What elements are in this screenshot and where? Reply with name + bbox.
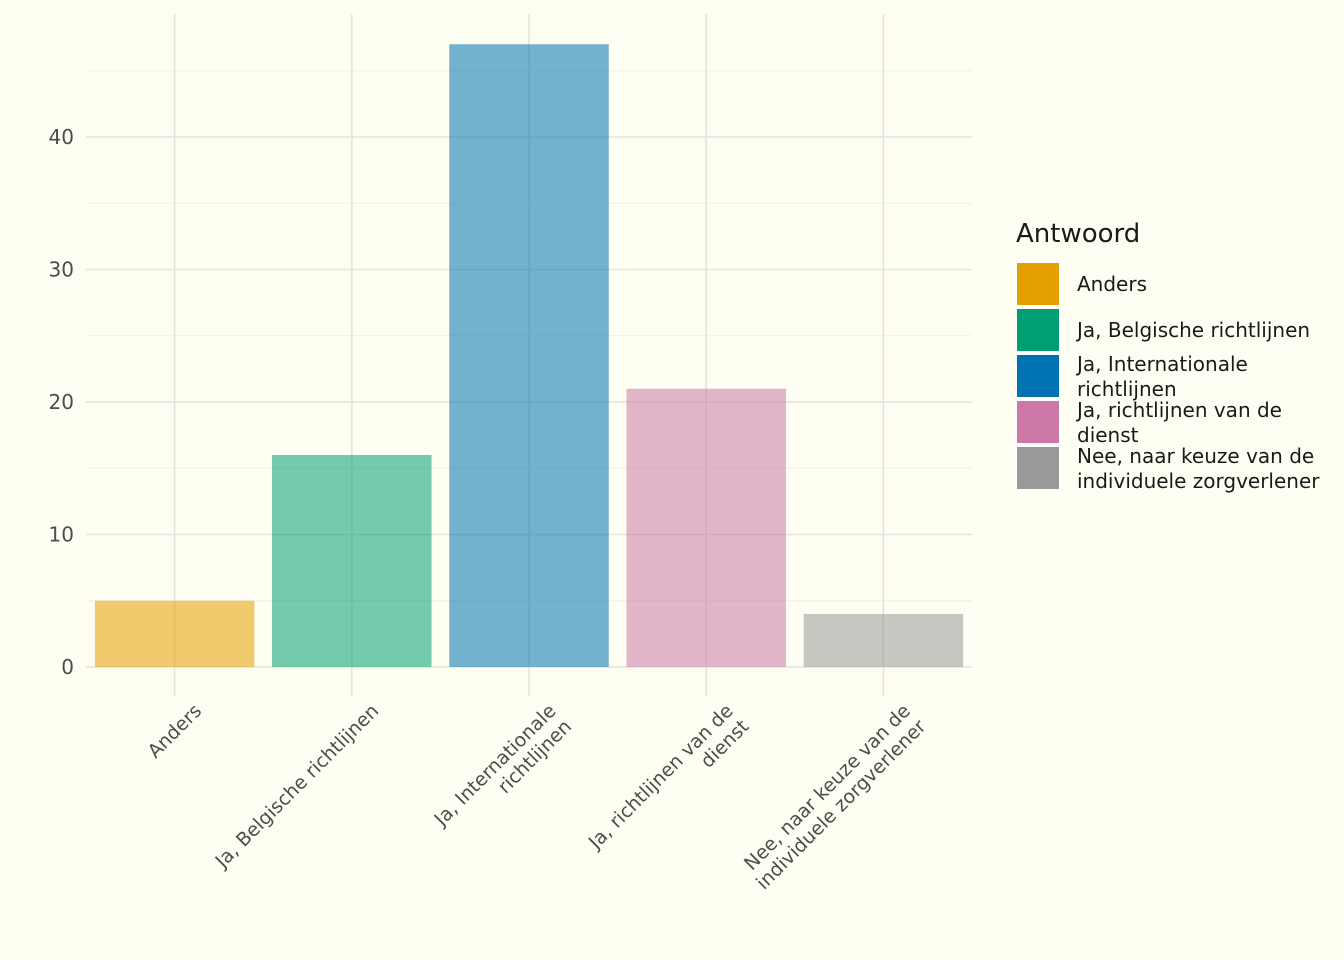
y-tick-label: 30	[49, 258, 74, 282]
y-tick-label: 40	[49, 125, 74, 149]
x-tick-label: Ja, Internationalerichtlijnen	[430, 700, 577, 847]
legend-label: Ja, Internationale richtlijnen	[1075, 352, 1248, 401]
legend-swatch	[1015, 399, 1061, 445]
legend-swatch	[1015, 261, 1061, 307]
bar	[449, 44, 609, 667]
legend-label: Ja, richtlijnen van de dienst	[1075, 398, 1282, 447]
bar	[803, 614, 964, 667]
x-tick-label: Anders	[144, 700, 207, 763]
bar	[626, 388, 786, 667]
x-axis-ticks: Anders Ja, Belgische richtlijnen Ja, Inter…	[144, 700, 931, 894]
y-axis-ticks: 0 10 20 30 40	[49, 125, 74, 679]
x-tick-label: Ja, Belgische richtlijnen	[210, 700, 383, 873]
legend-swatch	[1015, 353, 1061, 399]
legend-label: Ja, Belgische richtlijnen	[1075, 318, 1310, 342]
legend-label: Anders	[1077, 272, 1147, 296]
y-tick-label: 0	[61, 655, 74, 679]
legend: Antwoord Anders Ja, Belgische richtlijnen…	[1015, 219, 1320, 493]
legend-title: Antwoord	[1016, 219, 1140, 249]
x-tick-label: Ja, richtlijnen van dedienst	[584, 700, 754, 870]
bar	[94, 600, 255, 667]
bar	[272, 455, 432, 667]
legend-swatch	[1015, 307, 1061, 353]
x-tick-label: Nee, naar keuze van deindividuele zorgve…	[736, 700, 930, 894]
y-tick-label: 10	[49, 523, 74, 547]
y-tick-label: 20	[49, 390, 74, 414]
bars	[94, 44, 964, 667]
legend-label: Nee, naar keuze van de individuele zorgve…	[1077, 444, 1320, 493]
legend-swatch	[1015, 445, 1061, 491]
